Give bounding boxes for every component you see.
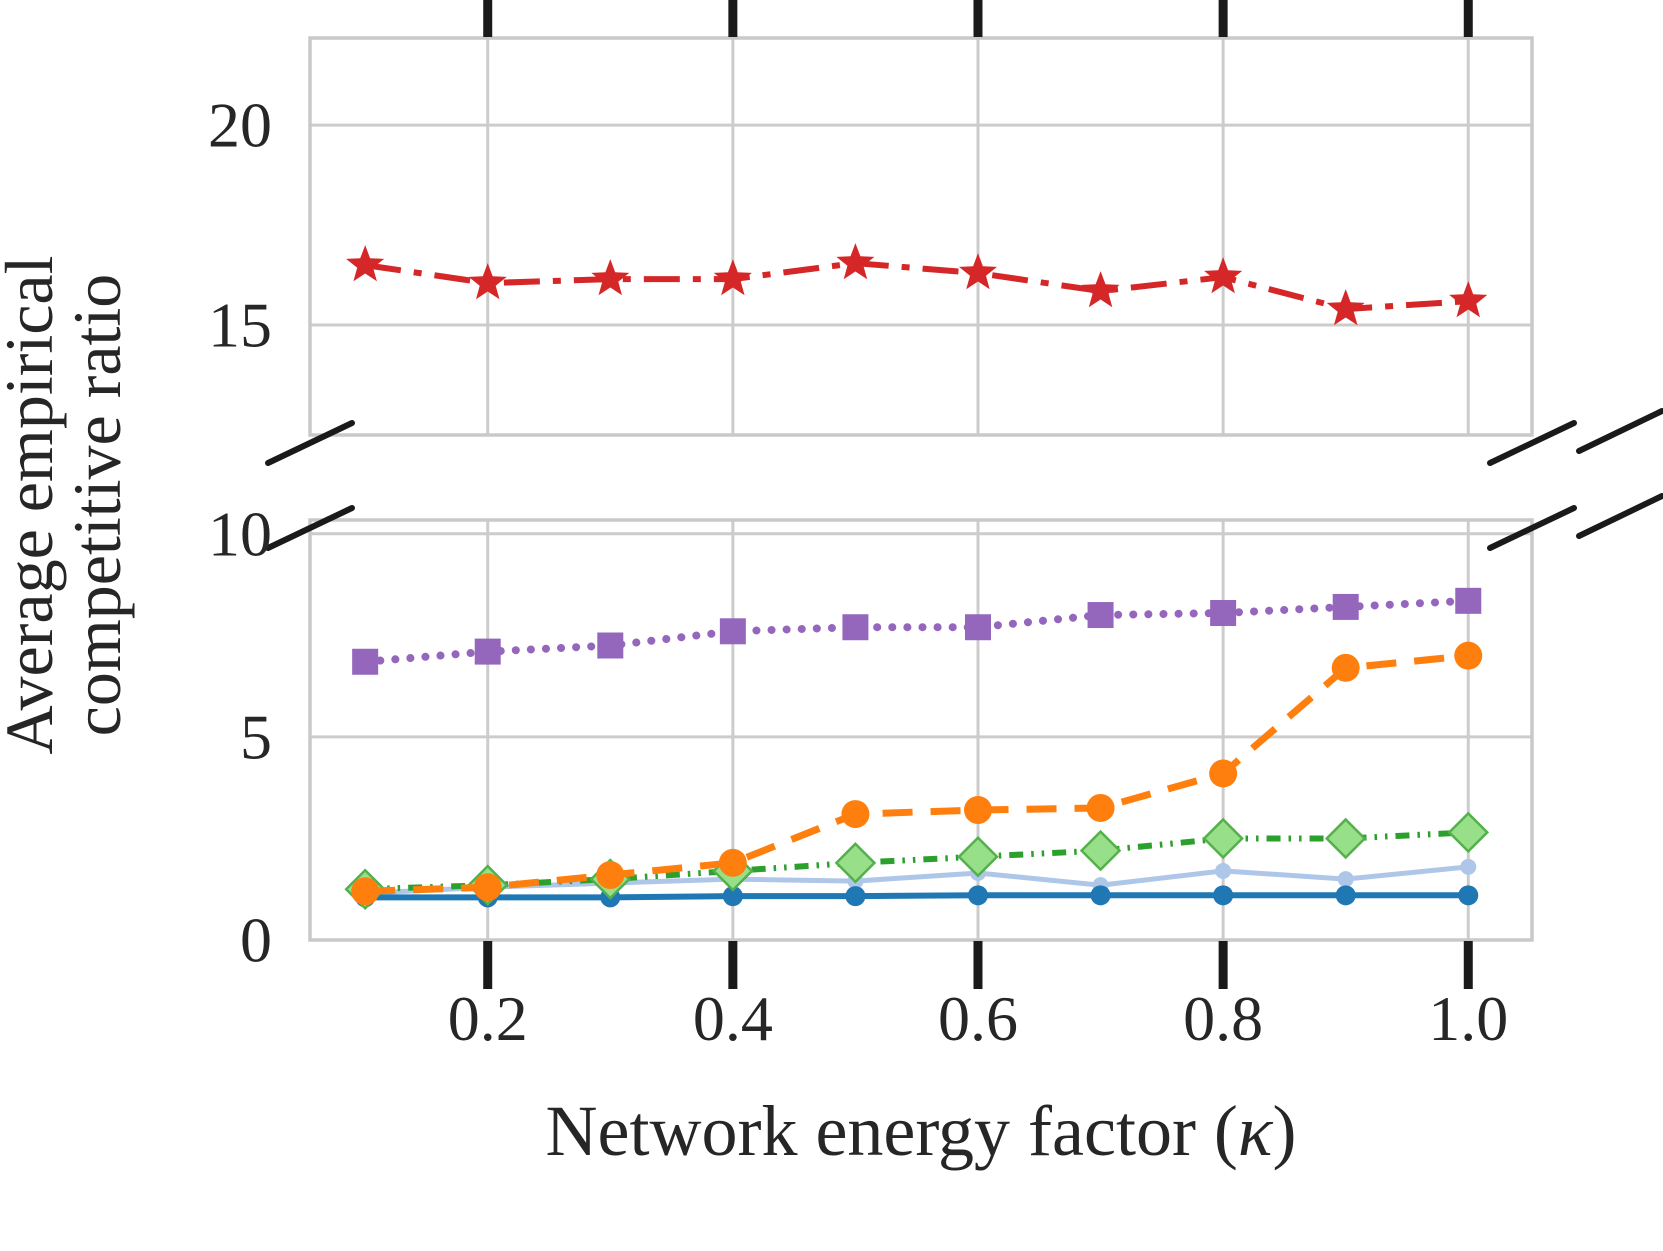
y-tick-labels: 15 20 0 5 10 [208,90,272,976]
x-tick-label-0.6: 0.6 [938,983,1018,1054]
x-tick-label-0.8: 0.8 [1183,983,1263,1054]
axis-break-marks [265,408,1663,551]
x-tick-labels: 0.2 0.4 0.6 0.8 1.0 [448,983,1509,1054]
y-tick-label-10: 10 [208,498,272,569]
series-markers-purple-dotted-squares [352,587,1482,675]
x-tick-label-0.4: 0.4 [693,983,773,1054]
spine-bottom [308,518,1534,942]
spine-top [308,36,1534,437]
series-orange-dashed-circles [351,641,1483,906]
x-tick-label-0.2: 0.2 [448,983,528,1054]
x-tick-marks [483,0,1473,989]
x-axis-title: Network energy factor (κ) [546,1091,1297,1171]
y-tick-label-15: 15 [208,290,272,361]
series-line-green-dashdotdot-diamonds [365,829,1469,893]
series-line-red-dashdot-stars [364,260,1469,313]
x-tick-label-1.0: 1.0 [1428,983,1508,1054]
series-line-purple-dotted-squares [361,596,1473,666]
series-red-dashdot-stars [346,243,1488,326]
series-markers-red-dashdot-stars [346,243,1488,326]
y-tick-label-5: 5 [240,701,272,772]
y-tick-label-20: 20 [208,90,272,161]
y-axis-title: Average empiricalcompetitive ratio [0,255,135,754]
gridlines-top [310,38,1532,435]
series-markers-orange-dashed-circles [351,641,1483,906]
series-purple-dotted-squares [352,587,1482,675]
series-line-dark-blue-solid-circles [365,892,1469,901]
panel-bottom [310,520,1532,940]
panel-top [310,38,1532,435]
y-tick-label-0: 0 [240,905,272,976]
